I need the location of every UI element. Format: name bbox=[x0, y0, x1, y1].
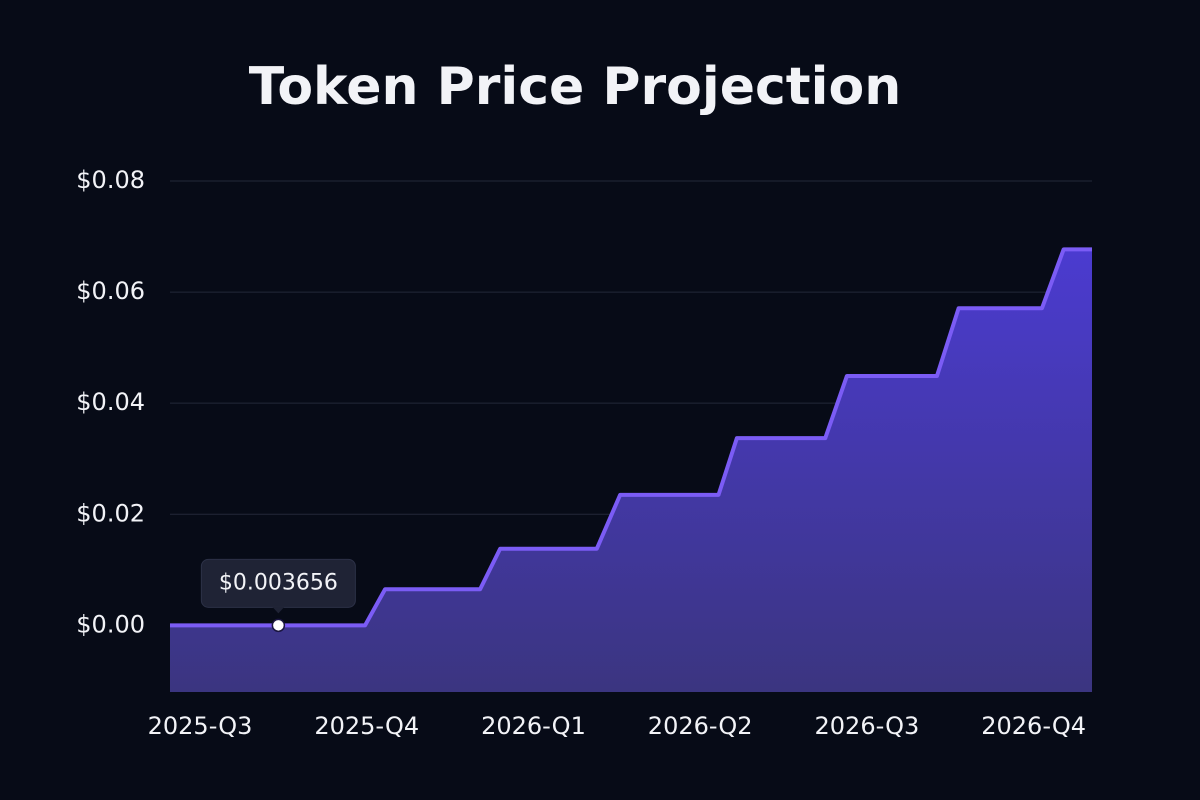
chart-title: Token Price Projection bbox=[249, 57, 901, 117]
line bbox=[170, 247, 1092, 628]
tooltip-dot bbox=[271, 618, 286, 633]
y-tick-label: $0.08 bbox=[76, 166, 145, 194]
y-tick-label: $0.00 bbox=[76, 610, 145, 638]
tooltip-pointer bbox=[272, 606, 285, 614]
y-tick-label: $0.02 bbox=[76, 499, 145, 527]
x-tick-label: 2025-Q3 bbox=[148, 712, 253, 740]
y-tick-label: $0.06 bbox=[76, 277, 145, 305]
x-tick-label: 2026-Q1 bbox=[481, 712, 586, 740]
y-tick-label: $0.04 bbox=[76, 388, 145, 416]
x-tick-label: 2026-Q3 bbox=[815, 712, 920, 740]
area bbox=[170, 249, 1092, 692]
x-tick-label: 2026-Q4 bbox=[981, 712, 1086, 740]
tooltip-text: $0.003656 bbox=[219, 570, 338, 595]
x-tick-label: 2026-Q2 bbox=[648, 712, 753, 740]
x-tick-label: 2025-Q4 bbox=[314, 712, 419, 740]
